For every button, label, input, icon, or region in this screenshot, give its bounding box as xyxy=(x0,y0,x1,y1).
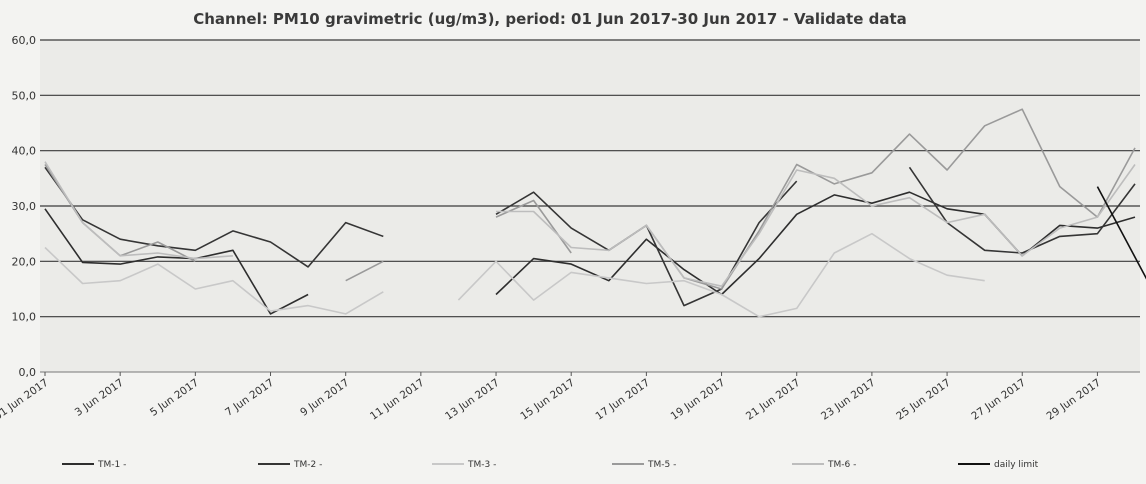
legend: TM-1 - TM-2 - TM-3 - TM-5 - TM-6 - daily limi… xyxy=(62,460,1039,470)
x-tick-label: 11 Jun 2017 xyxy=(368,377,427,423)
series-line xyxy=(44,246,384,315)
x-tick-label: 29 Jun 2017 xyxy=(1045,377,1104,423)
x-tick-label: 17 Jun 2017 xyxy=(593,377,652,423)
series-lines xyxy=(44,108,1146,318)
series-line xyxy=(496,164,1136,288)
y-tick-label: 40,0 xyxy=(12,145,37,158)
y-tick-label: 10,0 xyxy=(12,311,37,324)
x-tick-label: 19 Jun 2017 xyxy=(669,377,728,423)
x-tick-label: 13 Jun 2017 xyxy=(443,377,502,423)
y-tick-label: 60,0 xyxy=(12,34,37,47)
x-tick-label: 15 Jun 2017 xyxy=(518,377,577,423)
x-tick-label: 01 Jun 2017 xyxy=(0,377,51,423)
series-line xyxy=(44,166,384,268)
x-tick-label: 25 Jun 2017 xyxy=(894,377,953,423)
series-line xyxy=(457,232,985,318)
series-line xyxy=(645,108,1136,290)
legend-label: TM-5 - xyxy=(647,460,676,470)
series-line xyxy=(345,260,384,282)
legend-label: TM-1 - xyxy=(97,460,126,470)
series-3 xyxy=(44,232,985,318)
x-tick-label: 21 Jun 2017 xyxy=(744,377,803,423)
legend-label: daily limit xyxy=(994,460,1039,470)
y-axis: 0,0 10,0 20,0 30,0 40,0 50,0 60,0 xyxy=(12,34,37,379)
y-tick-label: 0,0 xyxy=(19,366,37,379)
x-axis: 01 Jun 2017 3 Jun 2017 5 Jun 2017 7 Jun 201… xyxy=(0,372,1103,423)
legend-label: TM-6 - xyxy=(827,460,856,470)
series-line xyxy=(1096,186,1146,280)
series-6 xyxy=(1096,186,1146,280)
legend-label: TM-3 - xyxy=(467,460,496,470)
y-tick-label: 20,0 xyxy=(12,255,37,268)
y-tick-label: 50,0 xyxy=(12,89,37,102)
gridlines xyxy=(40,39,1140,373)
series-line xyxy=(44,161,233,260)
y-tick-label: 30,0 xyxy=(12,200,37,213)
legend-label: TM-2 - xyxy=(293,460,322,470)
x-tick-label: 23 Jun 2017 xyxy=(819,377,878,423)
chart-title: Channel: PM10 gravimetric (ug/m3), perio… xyxy=(193,10,907,28)
series-line xyxy=(44,208,309,315)
series-5 xyxy=(44,161,1136,288)
x-tick-label: 9 Jun 2017 xyxy=(298,377,351,419)
x-tick-label: 3 Jun 2017 xyxy=(73,377,126,419)
x-tick-label: 5 Jun 2017 xyxy=(148,377,201,419)
x-tick-label: 27 Jun 2017 xyxy=(969,377,1028,423)
x-tick-label: 7 Jun 2017 xyxy=(223,377,276,419)
